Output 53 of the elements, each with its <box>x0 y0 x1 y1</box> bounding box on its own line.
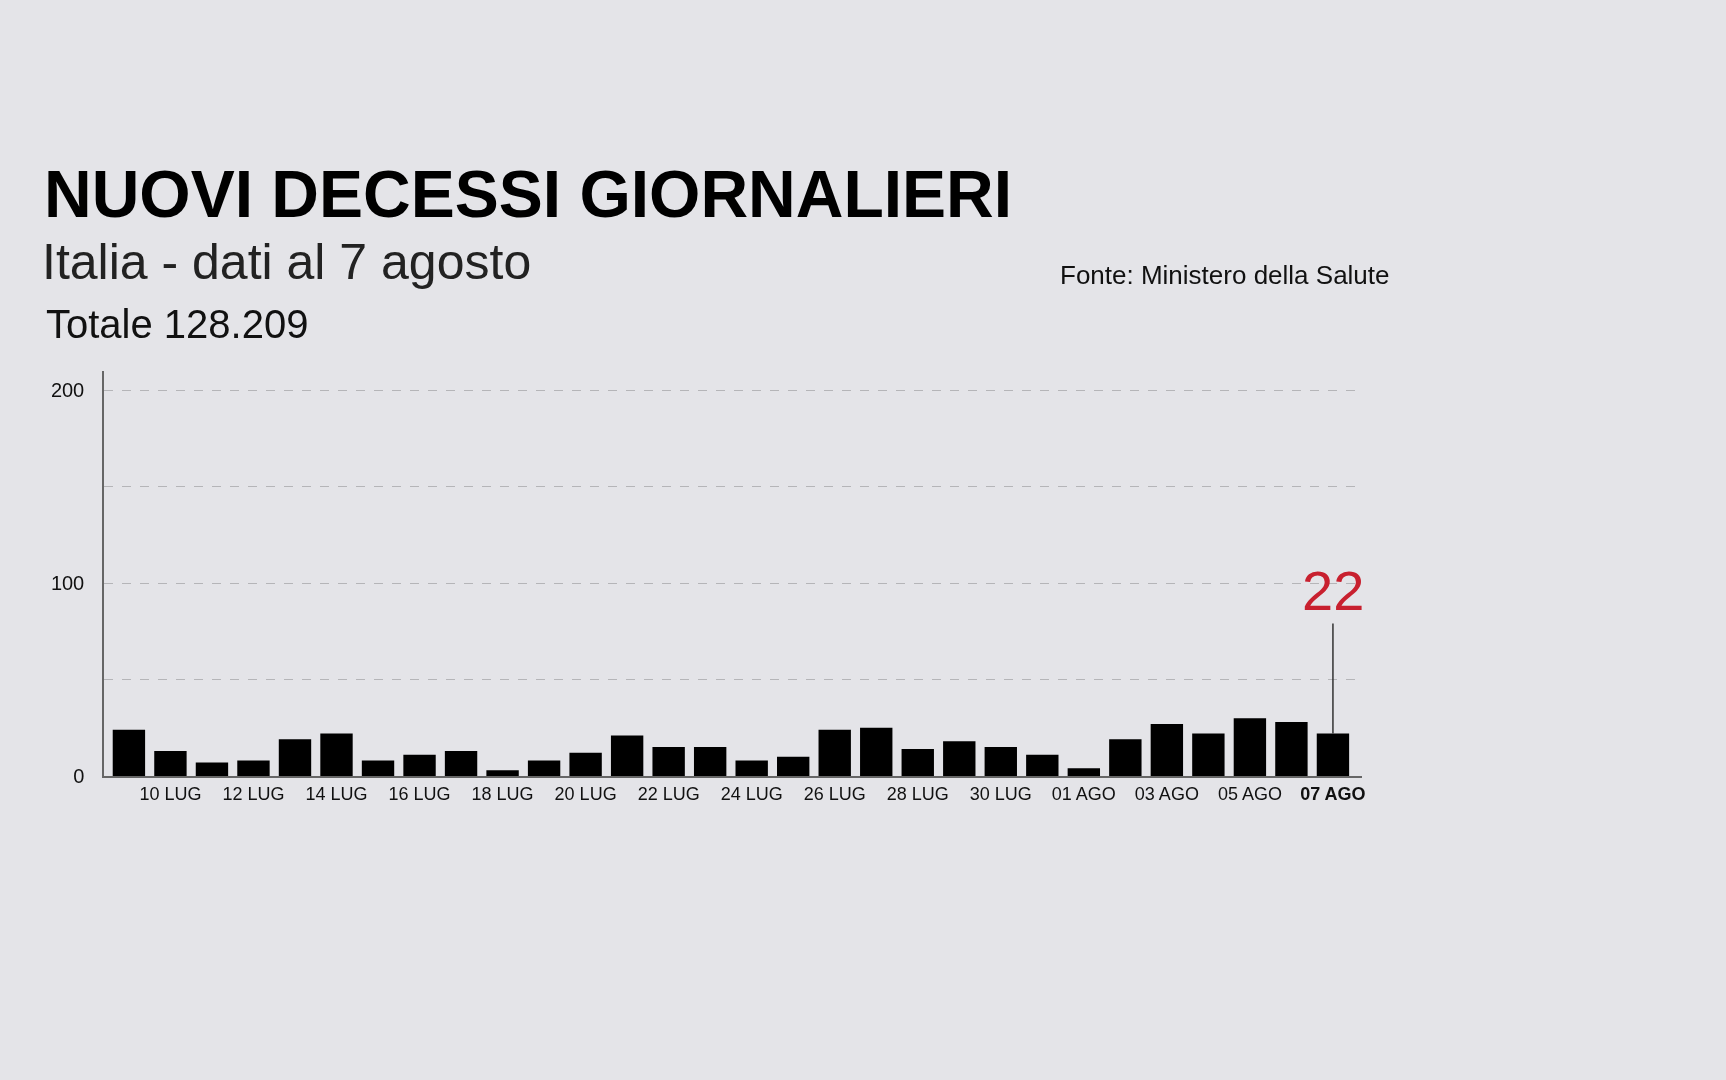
x-tick-label: 26 LUG <box>803 783 866 804</box>
y-tick-label: 0 <box>73 765 85 787</box>
source-note: Fonte: Ministero della Salute <box>1060 260 1390 290</box>
y-tick-label: 200 <box>50 379 85 402</box>
bar <box>486 770 519 776</box>
bar <box>154 750 187 776</box>
bar <box>943 741 976 776</box>
bar <box>1026 754 1059 776</box>
x-tick-label: 28 LUG <box>886 783 949 804</box>
data-label: 22 <box>1302 559 1365 622</box>
x-tick-label: 18 LUG <box>471 783 534 804</box>
bar <box>1192 733 1225 776</box>
bar <box>112 729 146 776</box>
bar <box>984 747 1017 776</box>
bar <box>1067 768 1101 776</box>
bar <box>818 729 851 776</box>
x-tick-label: 20 LUG <box>554 783 617 804</box>
x-tick-label: 24 LUG <box>720 783 783 804</box>
bar <box>1150 723 1184 776</box>
bar <box>1275 722 1308 776</box>
bar <box>735 760 768 776</box>
x-tick-label: 03 AGO <box>1134 783 1199 804</box>
x-tick-label: 05 AGO <box>1217 783 1282 804</box>
bar <box>361 760 395 776</box>
bar <box>860 727 893 776</box>
chart-title: NUOVI DECESSI GIORNALIERI <box>44 157 1013 231</box>
bar <box>777 756 810 776</box>
bar <box>652 747 685 776</box>
chart-subtitle: Italia - dati al 7 agosto <box>42 234 532 290</box>
bar <box>1233 718 1267 776</box>
x-tick-label: 07 AGO <box>1300 783 1366 804</box>
x-tick-label: 16 LUG <box>388 783 451 804</box>
bar <box>195 762 229 776</box>
bar <box>1109 739 1142 776</box>
x-tick-label: 12 LUG <box>222 783 285 804</box>
x-tick-label: 10 LUG <box>139 783 202 804</box>
bar <box>527 760 561 776</box>
x-tick-label: 14 LUG <box>305 783 368 804</box>
x-tick-label: 22 LUG <box>637 783 700 804</box>
bar <box>320 733 353 776</box>
bar <box>444 750 478 776</box>
x-tick-label: 01 AGO <box>1051 783 1116 804</box>
text: Totale 128.209 <box>46 302 309 346</box>
bar <box>901 749 934 776</box>
bar <box>1316 733 1350 776</box>
x-tick-label: 30 LUG <box>969 783 1032 804</box>
bar <box>237 760 270 776</box>
bar <box>403 754 436 776</box>
bar <box>610 735 644 776</box>
bar <box>278 739 312 776</box>
bar <box>569 752 602 776</box>
y-tick-label: 100 <box>50 572 85 595</box>
bar <box>693 747 727 776</box>
